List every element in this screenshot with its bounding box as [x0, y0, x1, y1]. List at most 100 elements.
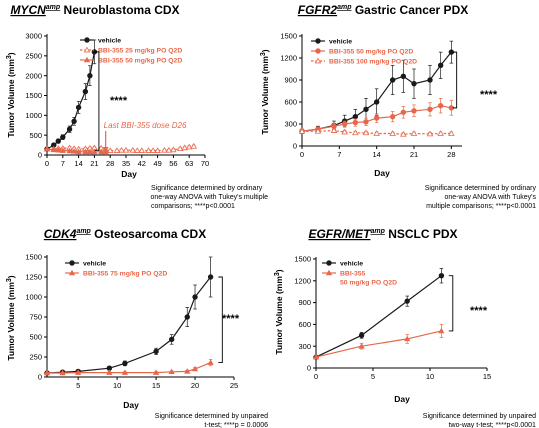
panel3-series-1-point — [404, 335, 411, 342]
panel0-series-2-point — [86, 148, 94, 155]
panel2-series-1-point — [184, 368, 191, 374]
panel0-series-0-point — [66, 126, 73, 132]
panel2-title-gene: CDK4 — [44, 227, 77, 241]
panel1-x-tick-label: 7 — [337, 150, 341, 159]
panel0-series-0-point — [60, 134, 66, 140]
panel2-series-1-point — [121, 369, 129, 375]
panel3-y-tick-label: 900 — [298, 298, 311, 307]
panel0-series-2-point — [75, 148, 82, 155]
panel0-series-0-point — [75, 104, 82, 111]
panel0-stats-note: Significance determined by ordinary — [151, 185, 263, 192]
panel0-series-1-point — [113, 147, 121, 153]
panel2-series-1-point — [191, 365, 199, 372]
panel2-series-0-point — [168, 336, 175, 343]
panel0-x-tick-label: 21 — [90, 159, 98, 168]
panel1-chart: 0 300 600 900 1200 1500 0 7 14 21 28 Day vehicle BBI-… — [280, 32, 536, 210]
panel1-series-1-point — [427, 106, 433, 113]
panel0-series-1-point — [138, 147, 146, 153]
panel0-series-1-point — [133, 147, 141, 153]
panel3-title: EGFR/METamp NSCLC PDX — [308, 227, 457, 241]
panel0-y-tick-label: 1000 — [25, 111, 42, 120]
panel0-series-2-point — [55, 147, 62, 153]
panel3-y-label: Tumor Volume (mm3) — [274, 269, 284, 354]
panel0-series-1-point — [165, 146, 173, 153]
panel2-series-1-point — [207, 359, 214, 365]
panel1-series-0-point — [437, 62, 444, 69]
panel1-y-tick-label: 900 — [284, 76, 297, 85]
panel2-series-0-point — [192, 294, 198, 300]
panel0-series-1-point — [161, 146, 168, 153]
panel2-series-0-point — [207, 274, 214, 280]
panel3-series-1 — [312, 324, 445, 360]
panel1-series-2-point — [314, 127, 322, 134]
panel2-x-tick-label: 25 — [230, 381, 238, 390]
panel2-y-tick-label: 500 — [29, 333, 42, 342]
panel1-series-0-point — [400, 73, 407, 80]
panel1-title-gene: FGFR2 — [298, 3, 338, 17]
panel0-chart: 0 500 1000 1500 2000 2500 3000 0 7 14 21 28 35 42 49 56… — [25, 32, 268, 210]
panel0-stats-note: one-way ANOVA with Tukey's multiple — [151, 194, 269, 201]
panel0-x-tick-label: 42 — [138, 159, 146, 168]
panel1-series-0 — [299, 40, 455, 135]
panel0-series-1-point — [176, 145, 184, 152]
panel2-legend-label: vehicle — [83, 260, 106, 267]
panel2-significance-stars: **** — [222, 313, 240, 325]
panel1-title-sup: amp — [337, 4, 352, 11]
panel1-stats-note: Significance determined by ordinary — [425, 185, 537, 192]
panel3-x-tick-label: 15 — [483, 372, 491, 381]
panel1-title-rest: Gastric Cancer PDX — [352, 3, 469, 17]
panel2-series-0-line — [46, 276, 212, 374]
panel0-x-tick-label: 63 — [185, 159, 193, 168]
panel3-y-tick-label: 0 — [307, 364, 311, 373]
panel3-series-1-line — [315, 330, 442, 358]
panel2-series-1-point — [168, 368, 175, 375]
panel1-legend-label: vehicle — [329, 38, 352, 45]
panel2-x-tick-label: 20 — [191, 381, 199, 390]
panel1-x-tick-label: 0 — [300, 150, 304, 159]
panel0-legend-label: BBI-355 25 mg/kg PO Q2D — [98, 47, 182, 54]
panel3-y-tick-label: 1500 — [294, 255, 311, 264]
panel0-y-tick-label: 2000 — [25, 71, 42, 80]
panel1-series-1-point — [352, 119, 359, 126]
panel0-legend-swatch-marker — [83, 56, 91, 63]
panel0-x-tick-label: 56 — [169, 159, 177, 168]
panel0-series-1-point — [149, 147, 157, 153]
panel1-stats-note: multiple comparisons; ****p<0.0001 — [426, 203, 536, 210]
panel0-significance-stars: **** — [110, 95, 128, 107]
panel1-y-tick-label: 1200 — [280, 54, 297, 63]
panel1-series-2-point — [389, 130, 396, 136]
panel1-series-1-point — [363, 119, 369, 125]
panel3-stats-note: two-way t-test; ****p<0.0001 — [449, 422, 536, 428]
panel0-x-tick-label: 7 — [61, 159, 65, 168]
panel2-series-0-point — [184, 314, 190, 320]
panel0-series-2-point — [98, 148, 105, 155]
panel0-series-0 — [44, 39, 98, 152]
panel0-series-2-point — [43, 145, 51, 152]
panel1-series-0-point — [389, 77, 396, 83]
panel1-series-2 — [298, 127, 455, 137]
panel3-title-sup: amp — [370, 228, 385, 235]
panel2-x-tick-label: 15 — [152, 381, 160, 390]
panel2-series-0-point — [153, 348, 159, 355]
panel3-x-tick-label: 0 — [314, 372, 318, 381]
panel0-y-tick-label: 1500 — [25, 91, 42, 100]
panel2-series-1-point — [152, 369, 160, 375]
panel2-title-rest: Osteosarcoma CDX — [91, 227, 206, 241]
panel1-series-0-point — [427, 77, 433, 83]
panel0-x-tick-label: 28 — [106, 159, 114, 168]
panel0-x-tick-label: 49 — [153, 159, 161, 168]
panel1-series-2-point — [410, 130, 418, 136]
panel3-legend-label: 50 mg/kg PO Q2D — [340, 279, 397, 286]
panel0-series-1-point — [170, 146, 177, 153]
panel1-series-2-point — [352, 129, 359, 136]
panel0-series-1-point — [181, 144, 188, 151]
panel2-x-label: Day — [123, 400, 139, 410]
panel2-title: CDK4amp Osteosarcoma CDX — [44, 227, 206, 241]
panel0-legend-label: vehicle — [98, 37, 121, 44]
panel2-legend-label: BBI-355 75 mg/kg PO Q2D — [83, 270, 167, 277]
panel1-x-tick-label: 14 — [372, 150, 380, 159]
panel0-series-2-point — [70, 148, 78, 154]
panel3-series-1-point — [358, 342, 365, 349]
panel0-series-1-point — [190, 142, 198, 149]
panel1-series-2-point — [362, 129, 370, 136]
